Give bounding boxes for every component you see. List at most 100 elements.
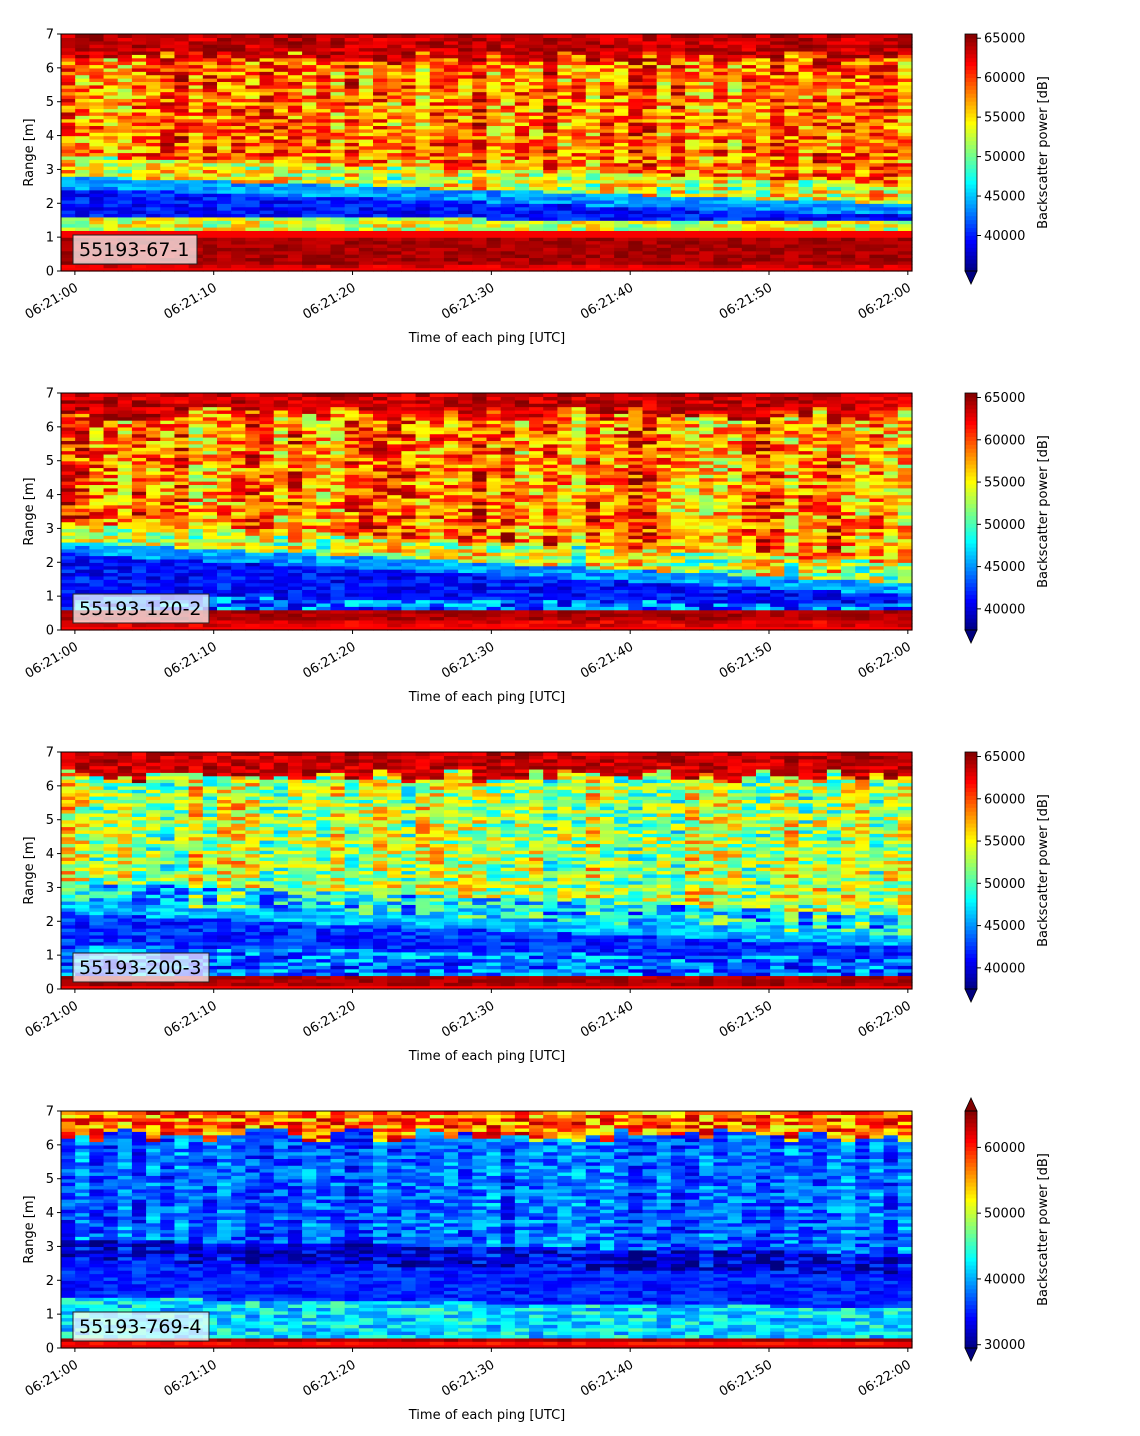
- heatmap-cell: [401, 216, 417, 221]
- heatmap-cell: [146, 531, 161, 536]
- heatmap-cell: [89, 54, 105, 59]
- heatmap-cell: [883, 54, 899, 59]
- heatmap-cell: [131, 50, 147, 55]
- heatmap-cell: [897, 250, 913, 255]
- heatmap-cell: [245, 149, 261, 154]
- heatmap-cell: [458, 122, 473, 127]
- heatmap-cell: [585, 125, 601, 130]
- heatmap-cell: [883, 210, 899, 215]
- heatmap-cell: [131, 203, 147, 208]
- heatmap-cell: [174, 450, 190, 455]
- heatmap-cell: [727, 267, 743, 272]
- heatmap-cell: [543, 220, 559, 225]
- heatmap-cell: [75, 169, 90, 174]
- heatmap-cell: [727, 91, 743, 96]
- heatmap-cell: [330, 226, 346, 231]
- heatmap-cell: [614, 118, 629, 123]
- heatmap-cell: [557, 81, 573, 86]
- heatmap-cell: [458, 138, 473, 143]
- heatmap-cell: [855, 101, 871, 106]
- heatmap-cell: [415, 264, 431, 269]
- heatmap-cell: [202, 81, 218, 86]
- heatmap-cell: [103, 423, 119, 428]
- heatmap-cell: [812, 203, 828, 208]
- heatmap-cell: [656, 54, 672, 59]
- heatmap-cell: [160, 521, 176, 526]
- heatmap-cell: [103, 467, 119, 472]
- heatmap-cell: [826, 223, 842, 228]
- heatmap-cell: [685, 84, 700, 89]
- heatmap-cell: [699, 84, 715, 89]
- heatmap-cell: [585, 132, 601, 137]
- heatmap-cell: [89, 223, 105, 228]
- heatmap-cell: [755, 233, 771, 238]
- heatmap-cell: [415, 243, 431, 248]
- heatmap-cell: [685, 71, 700, 76]
- heatmap-cell: [883, 115, 899, 120]
- heatmap-cell: [571, 61, 587, 66]
- heatmap-cell: [302, 216, 317, 221]
- heatmap-cell: [826, 105, 842, 110]
- heatmap-cell: [727, 50, 743, 55]
- heatmap-cell: [841, 233, 856, 238]
- heatmap-cell: [358, 145, 374, 150]
- heatmap-cell: [770, 237, 785, 242]
- heatmap-cell: [841, 149, 856, 154]
- heatmap-cell: [571, 199, 587, 204]
- heatmap-cell: [160, 589, 176, 594]
- heatmap-cell: [500, 81, 516, 86]
- heatmap-cell: [869, 152, 885, 157]
- heatmap-cell: [217, 166, 232, 171]
- heatmap-cell: [330, 159, 346, 164]
- heatmap-cell: [415, 54, 431, 59]
- heatmap-cell: [330, 142, 346, 147]
- heatmap-cell: [89, 135, 105, 140]
- heatmap-cell: [486, 149, 502, 154]
- heatmap-cell: [883, 94, 899, 99]
- heatmap-cell: [373, 142, 388, 147]
- heatmap-cell: [699, 115, 715, 120]
- heatmap-cell: [869, 247, 885, 252]
- heatmap-cell: [755, 61, 771, 66]
- heatmap-cell: [557, 115, 573, 120]
- heatmap-cell: [401, 206, 417, 211]
- heatmap-cell: [202, 250, 218, 255]
- heatmap-cell: [713, 243, 729, 248]
- heatmap-cell: [727, 233, 743, 238]
- heatmap-cell: [642, 118, 658, 123]
- heatmap-cell: [529, 115, 544, 120]
- heatmap-cell: [458, 193, 473, 198]
- heatmap-cell: [287, 115, 303, 120]
- colorbar-step: [965, 184, 977, 189]
- heatmap-cell: [642, 189, 658, 194]
- heatmap-cell: [500, 260, 516, 265]
- heatmap-cell: [599, 44, 615, 49]
- heatmap-cell: [741, 226, 757, 231]
- heatmap-cell: [699, 128, 715, 133]
- heatmap-cell: [755, 135, 771, 140]
- y-axis-label: Range [m]: [22, 118, 37, 186]
- heatmap-cell: [855, 166, 871, 171]
- heatmap-cell: [273, 196, 289, 201]
- heatmap-cell: [146, 94, 161, 99]
- heatmap-cell: [287, 101, 303, 106]
- heatmap-cell: [103, 118, 119, 123]
- heatmap-cell: [755, 206, 771, 211]
- heatmap-cell: [826, 149, 842, 154]
- heatmap-cell: [316, 240, 332, 245]
- heatmap-cell: [373, 250, 388, 255]
- heatmap-cell: [656, 267, 672, 272]
- heatmap-cell: [415, 159, 431, 164]
- heatmap-cell: [401, 138, 417, 143]
- heatmap-cell: [160, 91, 176, 96]
- heatmap-cell: [855, 216, 871, 221]
- heatmap-cell: [670, 101, 686, 106]
- heatmap-cell: [287, 57, 303, 62]
- heatmap-cell: [755, 172, 771, 177]
- heatmap-cell: [826, 172, 842, 177]
- heatmap-cell: [841, 94, 856, 99]
- heatmap-cell: [146, 409, 161, 414]
- heatmap-cell: [614, 169, 629, 174]
- heatmap-cell: [685, 199, 700, 204]
- heatmap-cell: [486, 135, 502, 140]
